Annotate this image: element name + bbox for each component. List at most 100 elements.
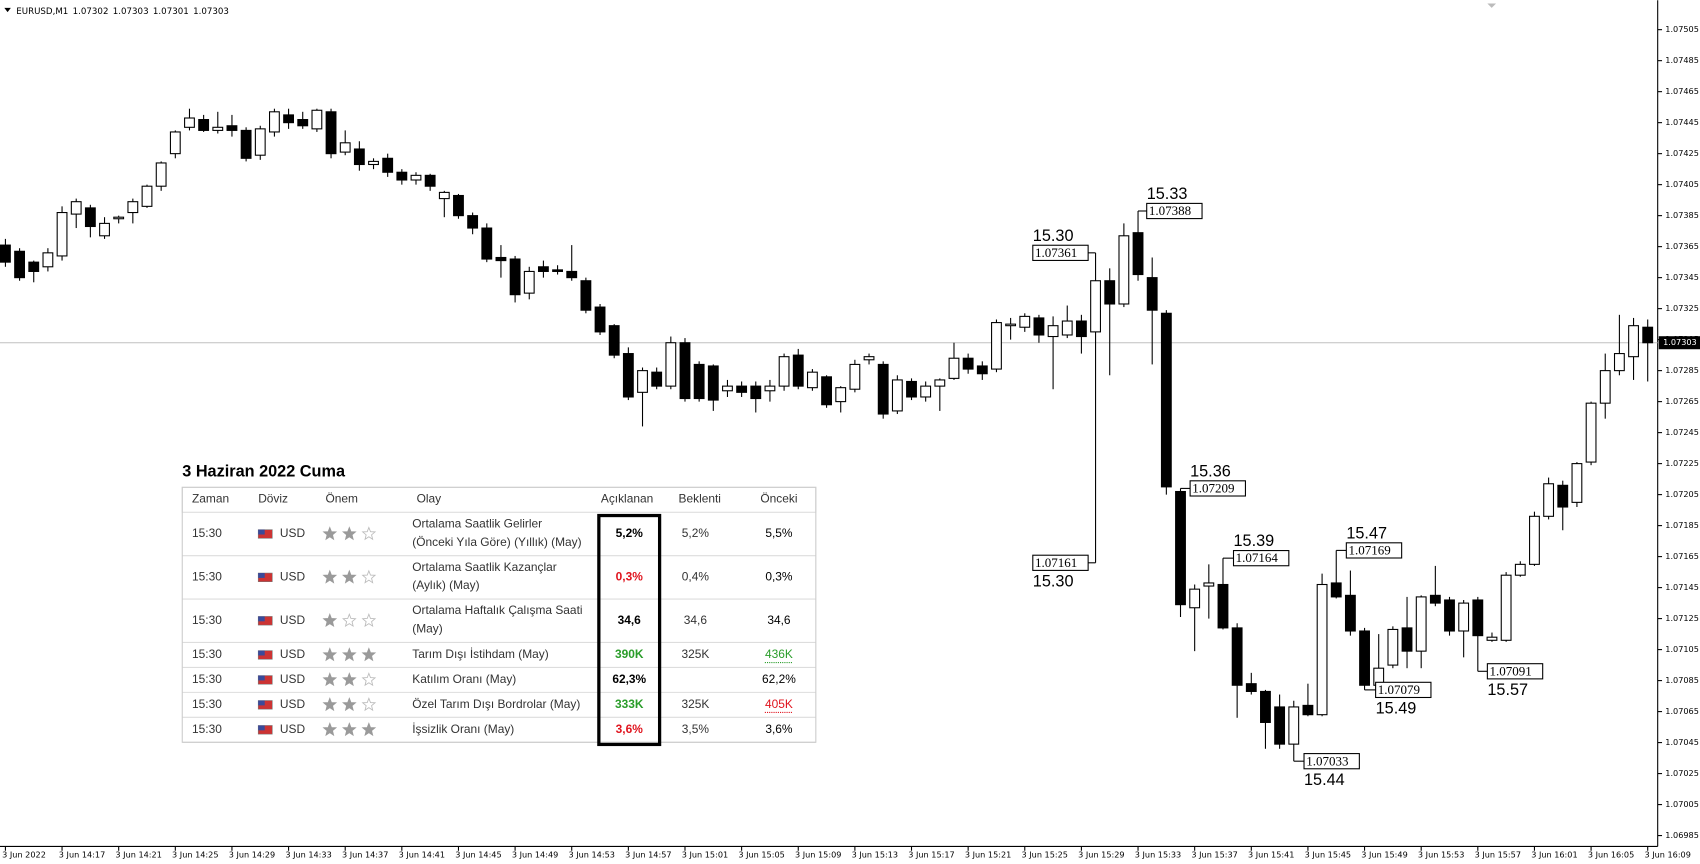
forecast: 34,6 [684, 613, 708, 627]
candle-body [1302, 704, 1314, 716]
candle-body [948, 357, 960, 379]
candle-body [495, 256, 507, 262]
candle-body [778, 356, 790, 387]
annotation-time: 15.57 [1487, 681, 1528, 699]
annotation-time: 15.36 [1190, 462, 1231, 480]
annotation-price: 1.07169 [1349, 542, 1391, 557]
event: Ortalama Saatlik Gelirler [412, 516, 542, 530]
candle-body [1514, 563, 1526, 576]
candle-body [566, 270, 578, 279]
x-tick-label: 3 Jun 15:33 [1135, 850, 1181, 860]
actual: 3,6% [616, 722, 644, 736]
candle-body [962, 357, 974, 370]
candle-body [198, 119, 210, 131]
currency: USD [280, 526, 306, 540]
y-tick-label: 1.07145 [1665, 582, 1699, 592]
candle-body [1387, 628, 1399, 666]
candle-body [1231, 627, 1243, 686]
candle-body [934, 379, 946, 387]
annotation-time: 15.30 [1033, 227, 1074, 245]
y-tick-label: 1.07365 [1665, 241, 1699, 251]
candle-body [438, 191, 450, 200]
candle-body [1557, 484, 1569, 508]
annotation-time: 15.39 [1234, 532, 1275, 550]
candle-body [806, 371, 818, 389]
actual: 333K [615, 697, 644, 711]
candle-body [1599, 370, 1611, 404]
candle-body [1005, 323, 1017, 327]
importance-star [361, 697, 377, 712]
event: Ortalama Saatlik Kazançlar [412, 560, 556, 574]
flag-canton [258, 529, 265, 535]
x-tick-label: 3 Jun 15:49 [1361, 850, 1407, 860]
shift-marker [1487, 3, 1497, 8]
table-bg [182, 487, 816, 744]
candle-body [1160, 312, 1172, 488]
candle-body [1217, 583, 1229, 629]
y-tick-label: 1.07405 [1665, 179, 1699, 189]
importance-star [361, 569, 377, 584]
x-tick-label: 3 Jun 14:17 [59, 850, 105, 860]
previous: 5,5% [765, 526, 793, 540]
forecast: 3,5% [682, 722, 710, 736]
candle-body [368, 160, 379, 166]
event: (May) [412, 622, 442, 636]
candle-body [1075, 320, 1087, 338]
annotation-time: 15.49 [1376, 700, 1417, 718]
annotation-box [1303, 753, 1360, 770]
candle-body [1330, 582, 1342, 598]
candle-body [594, 306, 606, 333]
candle-body [155, 162, 167, 187]
menu-arrow[interactable] [4, 7, 11, 13]
y-tick-label: 1.07485 [1665, 55, 1699, 65]
candle-body [226, 125, 238, 131]
candle-body [141, 185, 153, 207]
candle-body [453, 194, 464, 217]
candle-body [920, 385, 932, 398]
candle-body [976, 365, 988, 375]
candle-body [1429, 594, 1441, 604]
candle-body [467, 215, 479, 229]
candle-body [254, 128, 266, 156]
annotation-price: 1.07079 [1378, 682, 1420, 697]
y-tick-label: 1.07085 [1665, 675, 1699, 685]
forecast: 325K [681, 647, 709, 661]
annotation-box [1375, 681, 1432, 699]
candle-body [637, 370, 648, 393]
header-price: 1.07301 [153, 7, 189, 17]
annotation-price: 1.07209 [1192, 480, 1234, 495]
importance-star [342, 672, 357, 687]
candle-body [622, 353, 634, 398]
candle-body [891, 379, 903, 412]
annotation-price: 1.07164 [1236, 550, 1279, 565]
candle-body [1047, 325, 1059, 338]
candle-body [665, 342, 677, 387]
time: 15:30 [192, 526, 222, 540]
y-tick-label: 1.06985 [1665, 830, 1699, 840]
currency: USD [280, 570, 306, 584]
x-tick-label: 3 Jun 14:45 [455, 850, 501, 860]
candle-body [1146, 277, 1158, 311]
chart-header: EURUSD,M1 1.07302 1.07303 1.07301 1.07303 [16, 7, 229, 17]
x-tick-label: 3 Jun 15:53 [1418, 850, 1464, 860]
x-tick-label: 3 Jun 14:41 [399, 850, 445, 860]
importance-star [322, 722, 338, 737]
annotation-box [1032, 244, 1089, 261]
annotation-price: 1.07388 [1149, 203, 1191, 218]
importance-star [342, 569, 357, 584]
candle-body [1203, 582, 1215, 587]
time: 15:30 [192, 697, 222, 711]
y-tick-label: 1.07105 [1665, 644, 1699, 654]
x-tick-label: 3 Jun 2022 [2, 850, 46, 860]
annotation-time: 15.30 [1033, 573, 1074, 591]
candle-body [991, 322, 1002, 370]
candle-body [877, 363, 889, 415]
importance-star [342, 647, 357, 662]
candle-body [693, 363, 705, 400]
y-tick-label: 1.07325 [1665, 303, 1699, 313]
column-header: Önem [325, 491, 358, 505]
candle-body [84, 207, 96, 228]
header-price: 1.07303 [193, 7, 229, 17]
y-tick-label: 1.07225 [1665, 458, 1699, 468]
x-tick-label: 3 Jun 15:13 [852, 850, 898, 860]
